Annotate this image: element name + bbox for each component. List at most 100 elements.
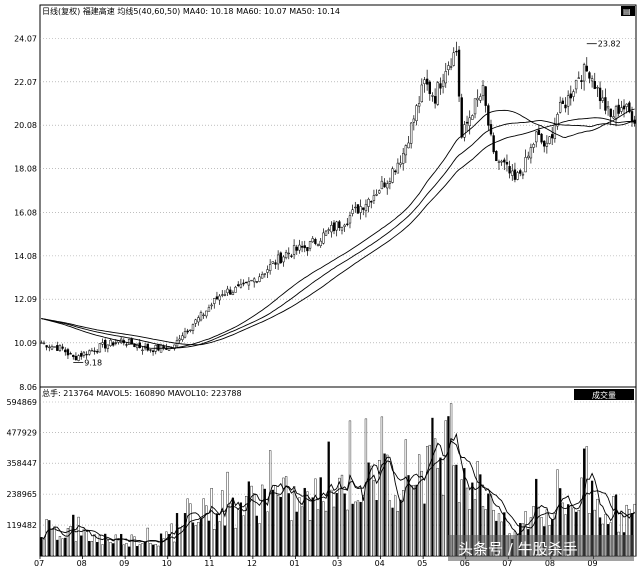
volume-bar	[433, 438, 437, 557]
volume-bar	[359, 501, 362, 557]
candle	[48, 346, 51, 349]
volume-bar	[85, 531, 88, 557]
volume-bar	[112, 543, 115, 557]
candle	[74, 355, 78, 361]
volume-bar	[346, 509, 349, 557]
watermark-text: 头条号 / 牛股杀手	[458, 540, 578, 558]
candle	[415, 105, 418, 122]
candle	[402, 153, 405, 164]
candle	[133, 343, 136, 348]
volume-bar	[207, 520, 211, 557]
annotation-label: 9.18	[84, 359, 102, 368]
candle	[577, 77, 580, 79]
candle	[56, 345, 59, 351]
volume-bar	[114, 534, 117, 557]
volume-bar	[53, 526, 56, 557]
volume-bar	[58, 536, 62, 557]
candle	[104, 339, 107, 349]
candle	[423, 79, 426, 84]
candle	[82, 351, 86, 356]
candle	[569, 93, 572, 99]
candle	[431, 95, 434, 97]
candle	[338, 221, 341, 229]
candle	[64, 349, 67, 353]
candle	[85, 353, 88, 356]
volume-button-bg[interactable]	[574, 389, 634, 400]
volume-bar	[436, 468, 439, 557]
volume-button[interactable]: 成交量	[592, 390, 616, 400]
volume-tick-label: 594869	[6, 398, 37, 407]
candle	[69, 353, 72, 355]
volume-bar	[356, 500, 360, 557]
time-tick-label: 11	[204, 559, 214, 567]
time-tick-label: 12	[247, 559, 257, 567]
candle	[425, 78, 429, 85]
volume-bar	[80, 535, 83, 557]
candle	[306, 247, 309, 252]
candle	[324, 230, 328, 236]
price-annotations: 9.18 23.82	[73, 40, 621, 368]
volume-bar	[189, 503, 192, 557]
candle	[447, 65, 450, 70]
volume-bar	[266, 511, 269, 557]
candle	[580, 80, 583, 82]
price-axis: 24.07 22.07 20.08 18.08 16.08 14.08 12.09 10.09…	[14, 34, 37, 392]
candle	[279, 252, 282, 264]
candle	[231, 292, 235, 295]
candle	[141, 349, 144, 352]
candle	[239, 283, 243, 288]
volume-bar	[396, 511, 399, 557]
candle	[545, 142, 549, 147]
price-tick-label: 10.09	[14, 339, 37, 348]
candle	[593, 81, 596, 89]
volume-bar	[426, 446, 429, 557]
volume-bar	[340, 474, 344, 557]
candle	[191, 324, 195, 331]
volume-bar	[226, 471, 229, 557]
candle	[630, 111, 634, 123]
candle	[612, 116, 615, 119]
volume-tick-label: 238965	[6, 490, 37, 499]
candle	[322, 232, 325, 244]
candle	[513, 169, 517, 180]
time-tick-label: 06	[460, 559, 470, 567]
volume-bar	[146, 527, 149, 557]
volume-bar	[279, 496, 282, 557]
volume-bar	[122, 544, 125, 557]
candle	[101, 342, 104, 345]
candle	[207, 307, 211, 312]
candle	[135, 345, 139, 349]
corner-icon[interactable]: ▤	[621, 6, 635, 16]
candle	[308, 241, 312, 249]
candle	[351, 209, 354, 214]
volume-bar	[253, 493, 256, 557]
volume-tick-label: 358447	[6, 459, 37, 468]
candle	[130, 339, 133, 345]
candle	[298, 244, 301, 251]
volume-bar	[69, 526, 72, 557]
volume-bar	[77, 516, 80, 557]
volume-bar	[88, 540, 91, 557]
volume-bar	[154, 544, 157, 557]
volume-bar	[370, 465, 373, 557]
volume-bar	[191, 522, 195, 557]
volume-bar	[117, 538, 120, 557]
volume-bar	[322, 501, 325, 557]
candle	[609, 108, 612, 117]
candle	[505, 162, 509, 165]
time-tick-label: 08	[545, 559, 555, 567]
candle	[80, 353, 83, 357]
candle	[564, 104, 567, 109]
volume-bar	[351, 503, 354, 557]
candle	[61, 346, 64, 349]
candle	[604, 97, 607, 111]
volume-bar	[170, 523, 173, 557]
volume-bar	[173, 541, 176, 557]
volume-bar	[383, 453, 386, 557]
candle	[242, 282, 245, 285]
candle	[457, 49, 461, 97]
price-tick-label: 8.06	[19, 383, 37, 392]
volume-bar	[162, 538, 165, 557]
volume-bar	[423, 503, 426, 557]
candle	[519, 170, 522, 174]
